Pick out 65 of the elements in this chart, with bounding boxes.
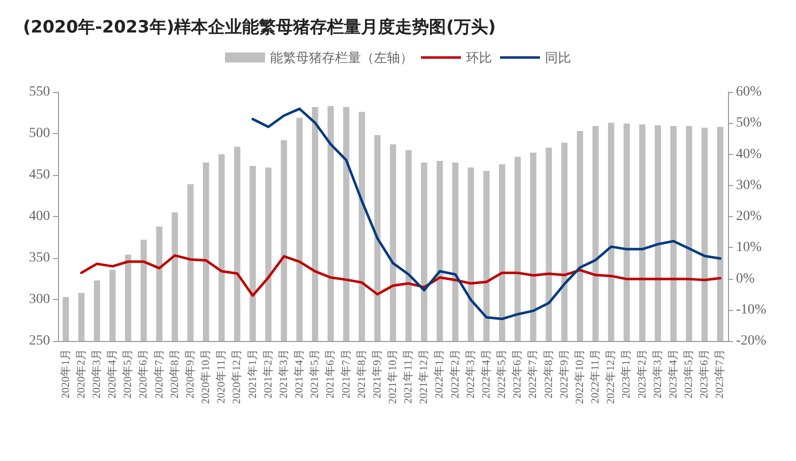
y-tick-label: 350 <box>29 250 50 266</box>
x-tick-label: 2021年9月 <box>371 349 384 398</box>
x-tick-label: 2022年11月 <box>590 349 602 404</box>
x-tick-label: 2022年3月 <box>464 349 477 398</box>
y2-tick-label: 30% <box>736 178 762 193</box>
y-tick-label: 300 <box>29 292 50 307</box>
x-tick-label: 2021年6月 <box>324 349 337 398</box>
x-tick-label: 2023年4月 <box>667 349 680 398</box>
x-tick-label: 2020年6月 <box>138 349 150 398</box>
x-tick-label: 2022年9月 <box>558 349 570 398</box>
legend-label: 能繁母猪存栏量（左轴） <box>270 50 413 65</box>
x-tick-label: 2020年5月 <box>122 349 134 398</box>
x-tick-label: 2020年1月 <box>60 349 72 398</box>
y2-tick-label: 60% <box>736 84 762 100</box>
line-series <box>80 254 722 297</box>
y2-tick-label: 0% <box>736 271 755 286</box>
line-series <box>252 108 722 320</box>
x-tick-label: 2021年11月 <box>402 349 415 404</box>
x-tick-label: 2022年12月 <box>605 349 618 404</box>
x-tick-label: 2023年2月 <box>636 349 648 398</box>
y-tick-label: 500 <box>29 126 50 141</box>
x-tick-label: 2021年7月 <box>340 349 352 398</box>
x-tick-label: 2021年12月 <box>418 349 430 404</box>
y2-tick-label: -20% <box>736 334 767 348</box>
x-tick-label: 2021年8月 <box>356 349 368 398</box>
x-tick-label: 2022年10月 <box>574 349 586 404</box>
x-tick-label: 2020年11月 <box>216 349 228 404</box>
chart-title: (2020年-2023年)样本企业能繁母猪存栏量月度走势图(万头) <box>23 18 496 38</box>
x-tick-label: 2020年12月 <box>231 349 244 404</box>
x-tick-label: 2020年8月 <box>168 349 181 398</box>
x-tick-label: 2022年1月 <box>434 349 446 398</box>
y-tick-label: 250 <box>29 334 50 348</box>
x-tick-label: 2022年7月 <box>527 349 540 398</box>
x-tick-label: 2022年5月 <box>496 349 508 398</box>
x-tick-label: 2021年5月 <box>309 349 322 398</box>
y-tick-label: 450 <box>29 168 50 182</box>
x-tick-label: 2021年4月 <box>294 349 306 398</box>
x-tick-label: 2021年2月 <box>262 349 274 398</box>
y-tick-label: 400 <box>29 209 50 224</box>
x-tick-label: 2022年8月 <box>542 349 555 398</box>
x-tick-label: 2021年10月 <box>387 349 399 404</box>
x-tick-label: 2020年10月 <box>200 349 212 404</box>
x-tick-label: 2020年9月 <box>184 349 196 398</box>
x-tick-label: 2021年1月 <box>246 349 259 398</box>
y2-tick-label: 40% <box>736 146 762 162</box>
x-tick-label: 2020年7月 <box>153 349 166 398</box>
y2-tick-label: -10% <box>736 302 767 318</box>
y2-tick-label: 50% <box>736 116 762 131</box>
legend-label: 同比 <box>545 50 571 65</box>
x-tick-label: 2022年6月 <box>512 349 524 398</box>
y2-tick-label: 20% <box>736 209 762 224</box>
x-tick-label: 2023年1月 <box>620 349 633 398</box>
x-tick-label: 2023年5月 <box>683 349 696 398</box>
x-tick-label: 2020年4月 <box>106 349 119 398</box>
x-tick-label: 2023年7月 <box>714 349 726 398</box>
legend-label: 环比 <box>466 50 492 65</box>
y-tick-label: 550 <box>29 84 50 100</box>
x-tick-label: 2023年6月 <box>698 349 711 398</box>
y2-tick-label: 10% <box>736 240 762 256</box>
x-tick-label: 2020年3月 <box>90 349 103 398</box>
x-tick-label: 2022年4月 <box>480 349 492 398</box>
x-tick-label: 2022年2月 <box>449 349 462 398</box>
x-tick-label: 2020年2月 <box>75 349 88 398</box>
x-tick-label: 2021年3月 <box>278 349 290 398</box>
x-tick-label: 2023年3月 <box>652 349 664 398</box>
